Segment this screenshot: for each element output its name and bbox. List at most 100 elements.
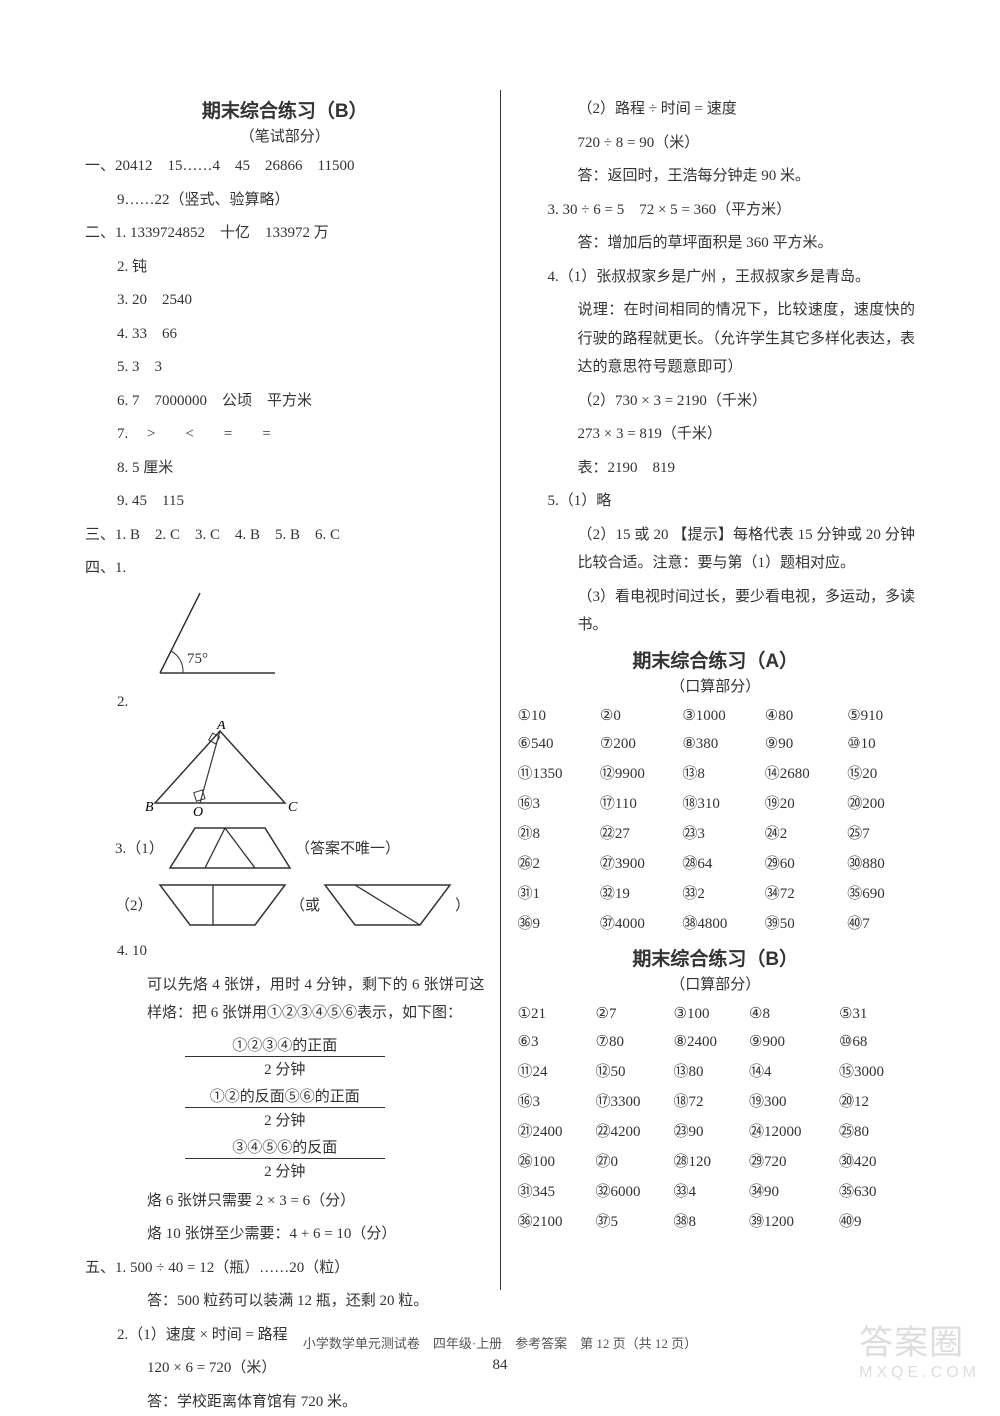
calc-cell: ⑨900 bbox=[747, 1028, 837, 1056]
calc-cell: ⑬8 bbox=[680, 758, 762, 788]
calc-cell: ㉜19 bbox=[598, 878, 680, 908]
calc-cell: ㉑8 bbox=[516, 818, 598, 848]
calc-cell: ⑫9900 bbox=[598, 758, 680, 788]
calc-cell: ①21 bbox=[516, 1000, 594, 1028]
title-b: 期末综合练习（B） bbox=[85, 96, 485, 123]
trapezoid-2b bbox=[320, 877, 455, 932]
calc-cell: ㉗3900 bbox=[598, 848, 680, 878]
calc-cell: ㉛1 bbox=[516, 878, 598, 908]
calc-cell: ③100 bbox=[672, 1000, 748, 1028]
title-a: 期末综合练习（A） bbox=[516, 646, 916, 673]
angle-label: 75° bbox=[187, 651, 208, 667]
r4c: 273 × 3 = 819（千米） bbox=[516, 420, 916, 449]
trapezoid-2a bbox=[155, 877, 290, 932]
r3a: 答：增加后的草坪面积是 360 平方米。 bbox=[516, 229, 916, 258]
calc-cell: ⑪24 bbox=[516, 1056, 594, 1086]
q2-8: 8. 5 厘米 bbox=[85, 454, 485, 483]
calc-cell: ⑮3000 bbox=[837, 1056, 915, 1086]
calc-cell: ⑪1350 bbox=[516, 758, 598, 788]
svg-text:C: C bbox=[288, 800, 298, 815]
q4-3-1-row: 3.（1） （答案不唯一） bbox=[115, 820, 485, 875]
calc-cell: ㉘120 bbox=[672, 1146, 748, 1176]
calc-cell: ㉞72 bbox=[763, 878, 845, 908]
calc-cell: ㉒27 bbox=[598, 818, 680, 848]
calc-cell: ⑨90 bbox=[763, 730, 845, 758]
q4-2: 2. bbox=[85, 688, 485, 717]
q3: 三、1. B 2. C 3. C 4. B 5. B 6. C bbox=[85, 521, 485, 550]
right-column: （2）路程 ÷ 时间 = 速度 720 ÷ 8 = 90（米） 答：返回时，王浩… bbox=[501, 90, 931, 1290]
calc-cell: ㊲4000 bbox=[598, 908, 680, 938]
calc-cell: ⑯3 bbox=[516, 788, 598, 818]
calc-cell: ㊴1200 bbox=[747, 1206, 837, 1236]
calc-cell: ㉔2 bbox=[763, 818, 845, 848]
step-1: ①②③④的正面 2 分钟 bbox=[185, 1033, 385, 1080]
calc-cell: ⑩68 bbox=[837, 1028, 915, 1056]
calc-cell: ㉝4 bbox=[672, 1176, 748, 1206]
calc-cell: ⑦200 bbox=[598, 730, 680, 758]
calc-cell: ⑫50 bbox=[594, 1056, 672, 1086]
calc-cell: ①10 bbox=[516, 702, 598, 730]
r5b: （3）看电视时间过长，要少看电视，多运动，多读书。 bbox=[516, 583, 916, 640]
calc-cell: ㊵9 bbox=[837, 1206, 915, 1236]
calc-cell: ④8 bbox=[747, 1000, 837, 1028]
calc-cell: ㉛345 bbox=[516, 1176, 594, 1206]
q1b: 9……22（竖式、验算略） bbox=[85, 186, 485, 215]
subtitle-written: （笔试部分） bbox=[85, 125, 485, 146]
calc-cell: ⑰3300 bbox=[594, 1086, 672, 1116]
q4-4: 4. 10 bbox=[85, 937, 485, 966]
trapezoid-1 bbox=[165, 820, 295, 875]
calc-cell: ㉔12000 bbox=[747, 1116, 837, 1146]
calc-cell: ㉞90 bbox=[747, 1176, 837, 1206]
calc-cell: ⑦80 bbox=[594, 1028, 672, 1056]
q4-4b: 烙 6 张饼只需要 2 × 3 = 6（分） bbox=[85, 1187, 485, 1216]
calc-cell: ⑬80 bbox=[672, 1056, 748, 1086]
calc-cell: ⑭4 bbox=[747, 1056, 837, 1086]
calc-cell: ㉚880 bbox=[845, 848, 915, 878]
calc-cell: ㉒4200 bbox=[594, 1116, 672, 1146]
calc-cell: ㊲5 bbox=[594, 1206, 672, 1236]
calc-cell: ⑥540 bbox=[516, 730, 598, 758]
q4-4c: 烙 10 张饼至少需要：4 + 6 = 10（分） bbox=[85, 1220, 485, 1249]
calc-cell: ⑲20 bbox=[763, 788, 845, 818]
calc-cell: ㉟630 bbox=[837, 1176, 915, 1206]
calc-cell: ⑧2400 bbox=[672, 1028, 748, 1056]
r5a: （2）15 或 20 【提示】每格代表 15 分钟或 20 分钟比较合适。注意：… bbox=[516, 521, 916, 578]
q4-3-1-label: 3.（1） bbox=[115, 837, 165, 858]
calc-cell: ㉕80 bbox=[837, 1116, 915, 1146]
triangle-diagram: A B C O bbox=[145, 721, 485, 816]
q2-6: 6. 7 7000000 公顷 平方米 bbox=[85, 387, 485, 416]
step-3: ③④⑤⑥的反面 2 分钟 bbox=[185, 1135, 385, 1182]
q1: 一、20412 15……4 45 26866 11500 bbox=[85, 152, 485, 181]
calc-cell: ③1000 bbox=[680, 702, 762, 730]
calc-cell: ㉕7 bbox=[845, 818, 915, 848]
calc-cell: ⑳200 bbox=[845, 788, 915, 818]
q2-7: 7. > < = = bbox=[85, 420, 485, 449]
calc-cell: ㉝2 bbox=[680, 878, 762, 908]
calc-cell: ㉖100 bbox=[516, 1146, 594, 1176]
q2-1: 二、1. 1339724852 十亿 133972 万 bbox=[85, 219, 485, 248]
calc-cell: ⑧380 bbox=[680, 730, 762, 758]
q4-3-2-row: （2） （或 ） bbox=[115, 877, 485, 932]
calc-cell: ㉜6000 bbox=[594, 1176, 672, 1206]
r5: 5.（1）略 bbox=[516, 487, 916, 516]
calc-cell: ㊵7 bbox=[845, 908, 915, 938]
watermark: 答案圈MXQE.COM bbox=[859, 1315, 980, 1382]
page-number: 84 bbox=[0, 1357, 1000, 1374]
r4a: 说理：在时间相同的情况下，比较速度，速度快的行驶的路程就更长。（允许学生其它多样… bbox=[516, 296, 916, 382]
calc-cell: ㉖2 bbox=[516, 848, 598, 878]
calc-cell: ②7 bbox=[594, 1000, 672, 1028]
r3: 3. 30 ÷ 6 = 5 72 × 5 = 360（平方米） bbox=[516, 196, 916, 225]
q4-1: 四、1. bbox=[85, 554, 485, 583]
calc-cell: ⑯3 bbox=[516, 1086, 594, 1116]
q5-1: 五、1. 500 ÷ 40 = 12（瓶）……20（粒） bbox=[85, 1254, 485, 1283]
calc-cell: ㉚420 bbox=[837, 1146, 915, 1176]
q2-4: 4. 33 66 bbox=[85, 320, 485, 349]
r4d: 表：2190 819 bbox=[516, 454, 916, 483]
q4-3-2-mid: （或 bbox=[290, 894, 320, 915]
subtitle-oral-b: （口算部分） bbox=[516, 973, 916, 994]
svg-text:A: A bbox=[216, 721, 226, 733]
svg-text:O: O bbox=[193, 805, 203, 816]
calc-cell: ⑩10 bbox=[845, 730, 915, 758]
q4-3-2-end: ） bbox=[455, 894, 470, 915]
calc-cell: ⑤31 bbox=[837, 1000, 915, 1028]
